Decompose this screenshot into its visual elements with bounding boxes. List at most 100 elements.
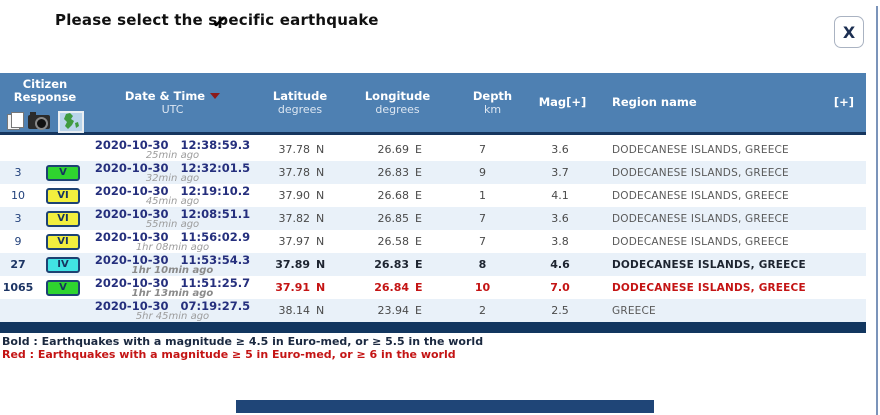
- expand-columns-label: [+]: [833, 95, 854, 109]
- latitude-direction: N: [316, 143, 325, 156]
- region-name: DODECANESE ISLANDS, GREECE: [612, 166, 789, 179]
- close-button[interactable]: X: [834, 16, 864, 48]
- felt-map-icon[interactable]: [57, 111, 84, 133]
- latitude-value: 37.90: [278, 189, 311, 202]
- time-ago-value: 1hr 08min ago: [135, 241, 210, 253]
- page-title: Please select the specific earthquake: [55, 11, 379, 29]
- earthquake-row[interactable]: 1065 V 2020-10-30 11:51:25.7 1hr 13min a…: [0, 276, 866, 299]
- longitude-direction: E: [415, 212, 422, 225]
- time-ago-value: 25min ago: [145, 149, 200, 161]
- date-time-cell[interactable]: 2020-10-30 07:19:27.5 5hr 45min ago: [90, 300, 255, 322]
- earthquake-row[interactable]: 2020-10-30 07:19:27.5 5hr 45min ago 38.1…: [0, 299, 866, 322]
- magnitude-value: 2.5: [551, 304, 569, 317]
- latitude-value: 37.78: [278, 166, 311, 179]
- citizen-response-count: 10: [11, 189, 25, 202]
- latitude-direction: N: [316, 281, 326, 294]
- date-time-value: 2020-10-30 12:08:51.1: [94, 206, 251, 221]
- citizen-response-label-line2: Response: [13, 90, 77, 104]
- intensity-badge: V: [46, 164, 80, 181]
- map-landmass-graphic: [63, 113, 79, 129]
- earthquake-row[interactable]: 3 V 2020-10-30 12:32:01.5 32min ago 37.7…: [0, 161, 866, 184]
- column-header-date-time[interactable]: Date & Time UTC: [90, 73, 255, 132]
- table-bottom-bar: [0, 322, 866, 333]
- date-time-cell[interactable]: 2020-10-30 12:08:51.1 55min ago: [90, 208, 255, 230]
- latitude-value: 37.78: [278, 143, 311, 156]
- magnitude-value: 4.1: [551, 189, 569, 202]
- date-time-cell[interactable]: 2020-10-30 12:32:01.5 32min ago: [90, 162, 255, 184]
- sort-descending-icon: [210, 93, 221, 99]
- longitude-direction: E: [415, 281, 423, 294]
- depth-value: 9: [479, 166, 486, 179]
- earthquake-row[interactable]: 3 VI 2020-10-30 12:08:51.1 55min ago 37.…: [0, 207, 866, 230]
- latitude-direction: N: [316, 166, 325, 179]
- column-header-expand[interactable]: [+]: [816, 73, 866, 132]
- date-time-cell[interactable]: 2020-10-30 12:38:59.3 25min ago: [90, 139, 255, 161]
- magnitude-value: 7.0: [550, 281, 570, 294]
- longitude-direction: E: [415, 189, 422, 202]
- date-time-value: 2020-10-30 11:53:54.3: [94, 252, 251, 267]
- longitude-direction: E: [415, 143, 422, 156]
- photo-camera-icon[interactable]: [27, 112, 50, 130]
- citizen-response-icons: [6, 111, 84, 133]
- latitude-value: 37.91: [275, 281, 310, 294]
- time-ago-value: 1hr 10min ago: [131, 264, 214, 276]
- region-name: DODECANESE ISLANDS, GREECE: [612, 235, 789, 248]
- column-header-longitude: Longitude degrees: [345, 73, 450, 132]
- time-ago-value: 1hr 13min ago: [131, 287, 214, 299]
- earthquake-row[interactable]: 27 IV 2020-10-30 11:53:54.3 1hr 10min ag…: [0, 253, 866, 276]
- horizontal-scrollbar-thumb[interactable]: [236, 400, 654, 413]
- time-ago-value: 5hr 45min ago: [135, 310, 210, 322]
- date-time-value: 2020-10-30 12:38:59.3: [94, 137, 251, 152]
- magnitude-value: 4.6: [550, 258, 570, 271]
- time-ago-value: 32min ago: [145, 172, 200, 184]
- date-time-value: 2020-10-30 11:56:02.9: [94, 229, 251, 244]
- depth-unit-label: km: [483, 102, 502, 116]
- column-header-depth: Depth km: [450, 73, 535, 132]
- legend-bold-note: Bold : Earthquakes with a magnitude ≥ 4.…: [2, 335, 484, 348]
- intensity-badge: V: [46, 279, 80, 296]
- citizen-response-count: 9: [14, 235, 22, 248]
- depth-value: 7: [479, 235, 486, 248]
- intensity-badge-cell: VI: [36, 233, 90, 250]
- region-name: DODECANESE ISLANDS, GREECE: [612, 212, 789, 225]
- depth-value: 10: [474, 281, 491, 294]
- date-time-cell[interactable]: 2020-10-30 11:53:54.3 1hr 10min ago: [90, 254, 255, 276]
- date-time-cell[interactable]: 2020-10-30 11:51:25.7 1hr 13min ago: [90, 277, 255, 299]
- column-header-magnitude[interactable]: Mag[+]: [535, 73, 590, 132]
- earthquake-row[interactable]: 2020-10-30 12:38:59.3 25min ago 37.78 N …: [0, 138, 866, 161]
- intensity-badge-cell: V: [36, 164, 90, 181]
- depth-value: 1: [479, 189, 486, 202]
- latitude-value: 37.89: [275, 258, 310, 271]
- latitude-direction: N: [316, 258, 326, 271]
- date-time-utc-label: UTC: [161, 102, 184, 116]
- longitude-direction: E: [415, 166, 422, 179]
- date-time-cell[interactable]: 2020-10-30 12:19:10.2 45min ago: [90, 185, 255, 207]
- longitude-label: Longitude: [364, 88, 431, 103]
- latitude-direction: N: [316, 235, 325, 248]
- latitude-unit-label: degrees: [277, 102, 323, 116]
- mouse-cursor-icon: ✔: [210, 12, 228, 34]
- magnitude-value: 3.6: [551, 143, 569, 156]
- column-header-region: Region name: [590, 73, 816, 132]
- citizen-response-label-line1: Citizen: [22, 77, 68, 91]
- date-time-value: 2020-10-30 07:19:27.5: [94, 298, 251, 313]
- longitude-value: 26.83: [374, 258, 409, 271]
- intensity-badge-cell: VI: [36, 187, 90, 204]
- date-time-cell[interactable]: 2020-10-30 11:56:02.9 1hr 08min ago: [90, 231, 255, 253]
- longitude-value: 26.58: [377, 235, 410, 248]
- intensity-badge: VI: [46, 210, 80, 227]
- citizen-response-count: 27: [10, 258, 26, 271]
- region-name: DODECANESE ISLANDS, GREECE: [612, 189, 789, 202]
- region-name: DODECANESE ISLANDS, GREECE: [612, 258, 806, 271]
- latitude-direction: N: [316, 212, 325, 225]
- region-name-label: Region name: [612, 95, 697, 109]
- earthquake-row[interactable]: 9 VI 2020-10-30 11:56:02.9 1hr 08min ago…: [0, 230, 866, 253]
- earthquake-row[interactable]: 10 VI 2020-10-30 12:19:10.2 45min ago 37…: [0, 184, 866, 207]
- earthquake-table-body: 2020-10-30 12:38:59.3 25min ago 37.78 N …: [0, 138, 866, 322]
- table-header-row: Citizen Response Date & Time UTC Latitud…: [0, 73, 866, 135]
- testimony-document-icon[interactable]: [6, 112, 24, 130]
- date-time-value: 2020-10-30 12:19:10.2: [94, 183, 251, 198]
- time-ago-value: 45min ago: [145, 195, 200, 207]
- citizen-response-count: 3: [14, 166, 22, 179]
- longitude-value: 23.94: [377, 304, 410, 317]
